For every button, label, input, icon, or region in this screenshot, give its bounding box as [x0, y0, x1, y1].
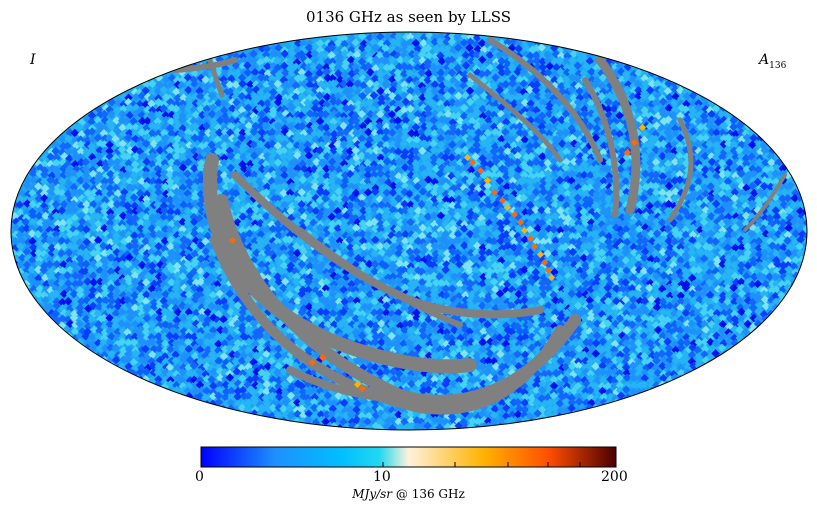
colorbar-mid-label: 10: [373, 469, 391, 485]
colorbar-unit: MJy/sr @ 136 GHz: [0, 487, 817, 501]
map-title: 0136 GHz as seen by LLSS: [305, 8, 512, 26]
component-subscript: 136: [769, 60, 787, 71]
colorbar: [200, 446, 617, 468]
stokes-label: I: [30, 52, 36, 68]
colorbar-min-label: 0: [195, 469, 204, 485]
colorbar-max-label: 200: [601, 469, 628, 485]
hot-pixels: [228, 123, 647, 393]
map-pixels: [11, 32, 807, 430]
component-letter: A: [759, 52, 770, 68]
masked-regions: [172, 37, 787, 415]
unit-italic: MJy/sr: [352, 487, 393, 501]
map-outline: [10, 31, 808, 431]
unit-rest: @ 136 GHz: [395, 487, 465, 501]
colorbar-ticks: [382, 462, 581, 467]
component-label: A136: [759, 52, 786, 71]
